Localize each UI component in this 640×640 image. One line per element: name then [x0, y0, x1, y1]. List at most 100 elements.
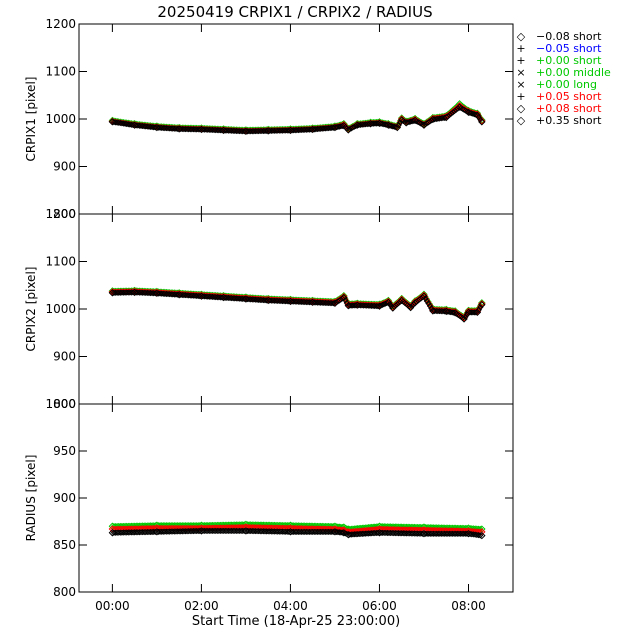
legend-symbol: +: [516, 42, 525, 55]
y-tick-label: 1000: [45, 302, 76, 316]
data-point: [238, 527, 245, 535]
y-tick-label: 900: [53, 350, 76, 364]
y-tick-label: 800: [53, 397, 76, 411]
y-axis-label: RADIUS [pixel]: [24, 455, 38, 542]
data-point: [470, 531, 477, 538]
x-tick-label: 02:00: [184, 599, 219, 613]
y-tick-label: 1100: [45, 65, 76, 79]
data-point: [380, 301, 388, 308]
data-point: [433, 115, 440, 123]
x-tick-label: 06:00: [362, 599, 397, 613]
data-point: [351, 123, 358, 130]
data-point: [342, 530, 349, 537]
legend-label: −0.05 short: [536, 42, 602, 55]
y-tick-label: 1000: [45, 112, 76, 126]
data-point: [197, 527, 206, 535]
data-point: [460, 530, 467, 537]
legend-entry: + +0.05 short: [516, 90, 602, 103]
legend-entry: + +0.00 short: [516, 54, 602, 67]
legend-label: +0.00 middle: [536, 66, 611, 79]
chart-title: 20250419 CRPIX1 / CRPIX2 / RADIUS: [157, 3, 432, 21]
data-point: [475, 306, 483, 313]
data-point: [477, 532, 484, 539]
data-point: [420, 530, 428, 538]
data-point: [349, 302, 356, 309]
legend-symbol: +: [516, 54, 525, 67]
y-tick-label: 1100: [45, 255, 76, 269]
y-tick-label: 900: [53, 491, 76, 505]
data-point: [439, 114, 447, 122]
y-tick-label: 950: [53, 444, 76, 458]
data-point: [466, 109, 474, 116]
legend-entry: ◇ +0.08 short: [517, 102, 602, 115]
legend-symbol: +: [516, 90, 525, 103]
legend-entry: + −0.05 short: [516, 42, 602, 55]
data-point: [388, 122, 395, 130]
legend-label: +0.35 short: [536, 114, 602, 127]
data-point: [471, 309, 478, 316]
data-point: [374, 302, 382, 310]
data-point: [377, 302, 385, 309]
x-tick-label: 04:00: [273, 599, 308, 613]
legend-symbol: ◇: [517, 102, 526, 115]
panel-crpix1: 800 900 1000 1100 1200 CRPIX1 [pixel]: [24, 17, 514, 221]
x-axis-label: Start Time (18-Apr-25 23:00:00): [192, 614, 400, 629]
data-point: [342, 297, 349, 304]
y-tick-label: 1200: [45, 207, 76, 221]
plot-panels: 800 900 1000 1100 1200 CRPIX1 [pixel] 800 900 10…: [24, 17, 514, 613]
data-point: [469, 309, 477, 316]
data-point: [379, 301, 386, 309]
data-point: [330, 300, 337, 307]
legend-entry: ◇ +0.35 short: [517, 114, 602, 127]
legend-symbol: ◇: [517, 30, 526, 43]
data-point: [468, 110, 475, 117]
data-point: [467, 530, 474, 538]
data-point: [475, 531, 482, 539]
legend-symbol: ×: [516, 78, 525, 91]
panel-radius: 800 850 900 950 1000 RADIUS [pixel]: [24, 397, 514, 599]
panel-frame: [78, 403, 514, 593]
legend-label: +0.05 short: [536, 90, 602, 103]
data-point: [286, 528, 295, 536]
data-point: [386, 122, 393, 129]
data-point: [478, 301, 486, 309]
data-point: [472, 531, 479, 538]
data-point: [478, 117, 486, 125]
panel-crpix2: 800 900 1000 1100 1200 CRPIX2 [pixel]: [24, 207, 514, 411]
legend: ◇ −0.08 short + −0.05 short + +0.00 short × +0.…: [516, 30, 611, 127]
x-tick-label: 08:00: [451, 599, 486, 613]
data-point: [339, 529, 346, 536]
y-tick-label: 850: [53, 538, 76, 552]
series-black: [108, 103, 486, 136]
data-point: [478, 531, 486, 540]
series-black: [108, 527, 486, 540]
data-point: [344, 301, 353, 310]
legend-label: +0.00 short: [536, 54, 602, 67]
legend-entry: × +0.00 middle: [516, 66, 611, 79]
data-point: [434, 115, 442, 122]
data-point: [406, 118, 413, 126]
data-point: [436, 115, 443, 122]
data-point: [391, 123, 398, 130]
data-point: [340, 293, 348, 302]
data-point: [471, 111, 478, 118]
legend-symbol: ×: [516, 66, 525, 79]
y-tick-label: 900: [53, 160, 76, 174]
legend-label: +0.00 long: [536, 78, 597, 91]
y-axis-label: CRPIX2 [pixel]: [24, 267, 38, 352]
data-point: [431, 116, 438, 123]
legend-label: −0.08 short: [536, 30, 602, 43]
y-tick-label: 1000: [45, 397, 76, 411]
data-point: [468, 531, 475, 538]
legend-entry: × +0.00 long: [516, 78, 597, 91]
data-point: [371, 120, 379, 127]
y-tick-label: 800: [53, 207, 76, 221]
data-point: [478, 118, 486, 126]
data-point: [395, 121, 402, 129]
y-axis-label: CRPIX1 [pixel]: [24, 77, 38, 162]
data-point: [327, 528, 334, 535]
y-tick-label: 800: [53, 585, 76, 599]
legend-symbol: ◇: [517, 114, 526, 127]
data-point: [404, 119, 411, 126]
